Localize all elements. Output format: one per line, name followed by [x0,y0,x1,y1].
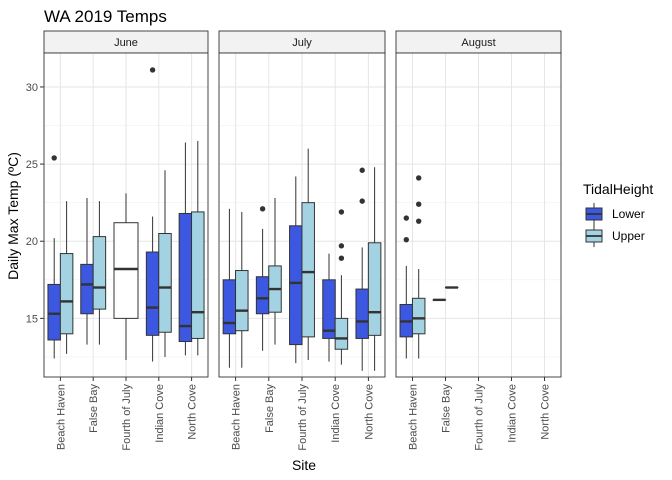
y-tick-label: 15 [26,313,38,325]
facet-panel-june: June Beach Haven False Bay Fourth of July In… [43,30,209,451]
chart-title: WA 2019 Temps [44,7,167,26]
outlier-point [359,198,365,204]
outlier-point [416,175,422,181]
facet-panel-august: August Beach Haven False Bay Fourth of July… [395,30,562,451]
outlier-point [416,218,422,224]
y-axis: 15 20 25 30 [26,82,44,325]
box-iqr [355,288,369,339]
outlier-point [403,215,409,221]
box-iqr [47,283,61,341]
box-iqr [191,211,205,339]
box-north-cove-upper [191,140,205,356]
x-tick-label: Beach Haven [231,384,243,450]
x-tick-label: Fourth of July [297,384,309,451]
facet-panels: June Beach Haven False Bay Fourth of July In… [26,30,562,451]
box-false-bay-upper [92,201,107,345]
outlier-point [51,155,57,161]
box-iqr [92,236,107,310]
legend-label: Lower [612,207,645,221]
box-iqr [334,317,349,350]
box-north-cove-lower [355,167,369,371]
x-tick-label: Indian Cove [154,384,166,443]
facet-strip-label: July [292,37,312,49]
outlier-point [359,167,365,173]
box-iqr [235,270,249,332]
facet-panel-july: July Beach Haven False Bay Fourth of July In… [218,30,386,451]
box-indian-cove-lower [322,253,336,362]
x-tick-label: Fourth of July [474,384,486,451]
box-false-bay-lower [80,198,94,345]
box-iqr [367,242,382,336]
box-indian-cove-upper [158,170,172,357]
legend: TidalHeight Lower Upper [583,181,653,247]
outlier-point [416,201,422,207]
x-tick-label: False Bay [264,384,276,433]
box-iqr [255,276,270,315]
box-iqr [145,251,160,336]
legend-entry-lower: Lower [585,203,645,225]
x-tick-label: Beach Haven [55,384,67,450]
box-fourth-of-july-both [113,193,139,361]
box-iqr [80,263,94,315]
box-iqr [222,279,237,335]
legend-title: TidalHeight [583,181,653,197]
box-beach-haven-upper [411,175,426,359]
legend-label: Upper [612,229,645,243]
x-axis-title: Site [292,457,316,473]
box-iqr [113,222,139,319]
x-tick-label: Indian Cove [330,384,342,443]
x-tick-label: Indian Cove [507,384,519,443]
y-tick-label: 20 [26,236,38,248]
box-indian-cove-lower [145,67,160,362]
outlier-point [149,67,156,73]
box-north-cove-upper [367,167,382,371]
x-tick-label: False Bay [88,384,100,433]
box-iqr [322,279,336,339]
outlier-point [338,243,345,249]
x-tick-label: Beach Haven [408,384,420,450]
box-fourth-of-july-lower [289,176,303,364]
box-indian-cove-upper [334,209,349,365]
box-false-bay-upper [268,198,282,345]
x-tick-label: North Cove [187,384,199,440]
y-axis-title: Daily Max Temp (ºC) [5,152,21,280]
x-tick-label: Fourth of July [121,384,133,451]
x-tick-label: False Bay [441,384,453,433]
outlier-point [259,206,266,212]
box-iqr [158,233,172,333]
box-iqr [289,225,303,346]
outlier-point [338,209,345,215]
facet-strip-label: June [114,37,138,49]
y-tick-label: 30 [26,82,38,94]
box-beach-haven-upper [235,211,249,368]
box-beach-haven-upper [59,201,74,354]
box-beach-haven-lower [47,155,61,359]
box-iqr [301,202,315,338]
box-iqr [178,212,193,343]
x-tick-label: North Cove [540,384,552,440]
box-iqr [411,297,426,335]
x-tick-label: North Cove [363,384,375,440]
outlier-point [403,236,409,243]
outlier-point [338,255,345,261]
legend-entry-upper: Upper [585,225,645,247]
y-tick-label: 25 [26,159,38,171]
box-iqr [59,253,74,335]
box-fourth-of-july-upper [301,148,315,361]
facet-strip-label: August [461,37,495,49]
box-beach-haven-lower [222,208,237,368]
